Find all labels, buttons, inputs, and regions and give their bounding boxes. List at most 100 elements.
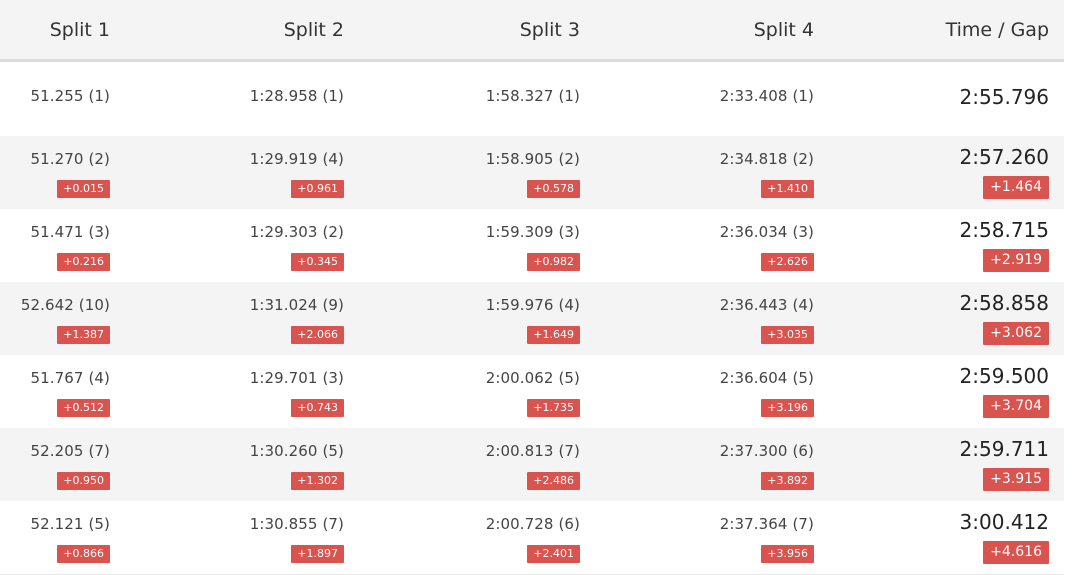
split-value: 1:30.260 (5) bbox=[249, 442, 344, 460]
split-value: 1:58.905 (2) bbox=[485, 150, 580, 168]
split-cell: 51.471 (3) +0.216 bbox=[0, 209, 110, 282]
total-time: 2:58.858 bbox=[959, 291, 1049, 315]
total-time: 2:57.260 bbox=[959, 145, 1049, 169]
table-row[interactable]: 52.205 (7) +0.950 1:30.260 (5) +1.302 2:… bbox=[0, 428, 1064, 501]
split-value: 1:59.309 (3) bbox=[485, 223, 580, 241]
split-value: 2:00.728 (6) bbox=[485, 515, 580, 533]
table-row[interactable]: 51.767 (4) +0.512 1:29.701 (3) +0.743 2:… bbox=[0, 355, 1064, 428]
split-cell: 51.767 (4) +0.512 bbox=[0, 355, 110, 428]
split-value: 1:28.958 (1) bbox=[249, 87, 344, 105]
gap-badge: +2.066 bbox=[291, 326, 344, 344]
gap-badge: +3.196 bbox=[761, 399, 814, 417]
gap-badge: +0.345 bbox=[291, 253, 344, 271]
gap-badge: +0.950 bbox=[57, 472, 110, 490]
split-cell: 1:29.303 (2) +0.345 bbox=[184, 209, 344, 282]
gap-badge: +0.743 bbox=[291, 399, 344, 417]
split-value: 2:36.604 (5) bbox=[719, 369, 814, 387]
split-cell: 2:36.604 (5) +3.196 bbox=[654, 355, 814, 428]
gap-badge: +1.735 bbox=[527, 399, 580, 417]
column-header-split-2[interactable]: Split 2 bbox=[283, 19, 344, 41]
time-cell: 2:55.796 bbox=[889, 62, 1049, 136]
table-row[interactable]: 51.270 (2) +0.015 1:29.919 (4) +0.961 1:… bbox=[0, 136, 1064, 209]
time-cell: 2:59.711 +3.915 bbox=[889, 428, 1049, 501]
split-cell: 52.205 (7) +0.950 bbox=[0, 428, 110, 501]
table-row[interactable]: 52.121 (5) +0.866 1:30.855 (7) +1.897 2:… bbox=[0, 501, 1064, 574]
column-header-time-gap[interactable]: Time / Gap bbox=[945, 19, 1049, 41]
gap-badge: +2.626 bbox=[761, 253, 814, 271]
time-cell: 2:58.858 +3.062 bbox=[889, 282, 1049, 355]
split-cell: 2:00.813 (7) +2.486 bbox=[420, 428, 580, 501]
table-row[interactable]: 51.471 (3) +0.216 1:29.303 (2) +0.345 1:… bbox=[0, 209, 1064, 282]
split-times-table: Split 1 Split 2 Split 3 Split 4 Time / G… bbox=[0, 0, 1064, 574]
gap-badge: +2.401 bbox=[527, 545, 580, 563]
column-header-split-1[interactable]: Split 1 bbox=[49, 19, 110, 41]
split-cell: 1:58.905 (2) +0.578 bbox=[420, 136, 580, 209]
split-cell: 2:36.443 (4) +3.035 bbox=[654, 282, 814, 355]
total-gap-badge: +3.915 bbox=[983, 468, 1049, 491]
split-cell: 1:28.958 (1) bbox=[184, 62, 344, 136]
total-time: 2:59.500 bbox=[959, 364, 1049, 388]
split-cell: 1:29.919 (4) +0.961 bbox=[184, 136, 344, 209]
time-cell: 2:57.260 +1.464 bbox=[889, 136, 1049, 209]
split-value: 1:58.327 (1) bbox=[485, 87, 580, 105]
split-value: 2:36.034 (3) bbox=[719, 223, 814, 241]
column-header-split-4[interactable]: Split 4 bbox=[753, 19, 814, 41]
split-cell: 52.121 (5) +0.866 bbox=[0, 501, 110, 574]
split-value: 2:33.408 (1) bbox=[719, 87, 814, 105]
total-time: 3:00.412 bbox=[959, 510, 1049, 534]
time-cell: 2:58.715 +2.919 bbox=[889, 209, 1049, 282]
split-cell: 1:59.976 (4) +1.649 bbox=[420, 282, 580, 355]
split-value: 52.642 (10) bbox=[20, 296, 110, 314]
gap-badge: +0.216 bbox=[57, 253, 110, 271]
gap-badge: +0.512 bbox=[57, 399, 110, 417]
split-value: 1:29.701 (3) bbox=[249, 369, 344, 387]
split-value: 2:00.813 (7) bbox=[485, 442, 580, 460]
split-cell: 52.642 (10) +1.387 bbox=[0, 282, 110, 355]
split-cell: 2:34.818 (2) +1.410 bbox=[654, 136, 814, 209]
column-header-split-3[interactable]: Split 3 bbox=[519, 19, 580, 41]
table-row[interactable]: 52.642 (10) +1.387 1:31.024 (9) +2.066 1… bbox=[0, 282, 1064, 355]
split-cell: 1:30.855 (7) +1.897 bbox=[184, 501, 344, 574]
total-gap-badge: +1.464 bbox=[983, 176, 1049, 199]
split-value: 2:36.443 (4) bbox=[719, 296, 814, 314]
time-cell: 3:00.412 +4.616 bbox=[889, 501, 1049, 574]
split-cell: 2:36.034 (3) +2.626 bbox=[654, 209, 814, 282]
total-time: 2:58.715 bbox=[959, 218, 1049, 242]
gap-badge: +3.956 bbox=[761, 545, 814, 563]
split-cell: 1:59.309 (3) +0.982 bbox=[420, 209, 580, 282]
gap-badge: +1.649 bbox=[527, 326, 580, 344]
split-cell: 1:29.701 (3) +0.743 bbox=[184, 355, 344, 428]
gap-badge: +1.410 bbox=[761, 180, 814, 198]
gap-badge: +3.892 bbox=[761, 472, 814, 490]
split-cell: 51.255 (1) bbox=[0, 62, 110, 136]
table-row[interactable]: 51.255 (1) 1:28.958 (1) 1:58.327 (1) 2:3… bbox=[0, 62, 1064, 136]
gap-badge: +1.897 bbox=[291, 545, 344, 563]
split-cell: 1:31.024 (9) +2.066 bbox=[184, 282, 344, 355]
gap-badge: +0.578 bbox=[527, 180, 580, 198]
split-cell: 1:30.260 (5) +1.302 bbox=[184, 428, 344, 501]
split-value: 51.471 (3) bbox=[30, 223, 110, 241]
total-gap-badge: +3.062 bbox=[983, 322, 1049, 345]
time-cell: 2:59.500 +3.704 bbox=[889, 355, 1049, 428]
split-cell: 2:33.408 (1) bbox=[654, 62, 814, 136]
split-value: 52.121 (5) bbox=[30, 515, 110, 533]
total-time: 2:55.796 bbox=[959, 85, 1049, 109]
gap-badge: +1.387 bbox=[57, 326, 110, 344]
split-value: 51.255 (1) bbox=[30, 87, 110, 105]
split-value: 1:29.919 (4) bbox=[249, 150, 344, 168]
split-value: 1:31.024 (9) bbox=[249, 296, 344, 314]
gap-badge: +0.982 bbox=[527, 253, 580, 271]
split-value: 1:29.303 (2) bbox=[249, 223, 344, 241]
gap-badge: +0.866 bbox=[57, 545, 110, 563]
table-header: Split 1 Split 2 Split 3 Split 4 Time / G… bbox=[0, 0, 1064, 62]
split-value: 2:37.364 (7) bbox=[719, 515, 814, 533]
split-value: 52.205 (7) bbox=[30, 442, 110, 460]
gap-badge: +3.035 bbox=[761, 326, 814, 344]
total-gap-badge: +2.919 bbox=[983, 249, 1049, 272]
split-value: 2:34.818 (2) bbox=[719, 150, 814, 168]
split-value: 51.767 (4) bbox=[30, 369, 110, 387]
gap-badge: +2.486 bbox=[527, 472, 580, 490]
split-value: 51.270 (2) bbox=[30, 150, 110, 168]
split-cell: 2:37.300 (6) +3.892 bbox=[654, 428, 814, 501]
gap-badge: +1.302 bbox=[291, 472, 344, 490]
